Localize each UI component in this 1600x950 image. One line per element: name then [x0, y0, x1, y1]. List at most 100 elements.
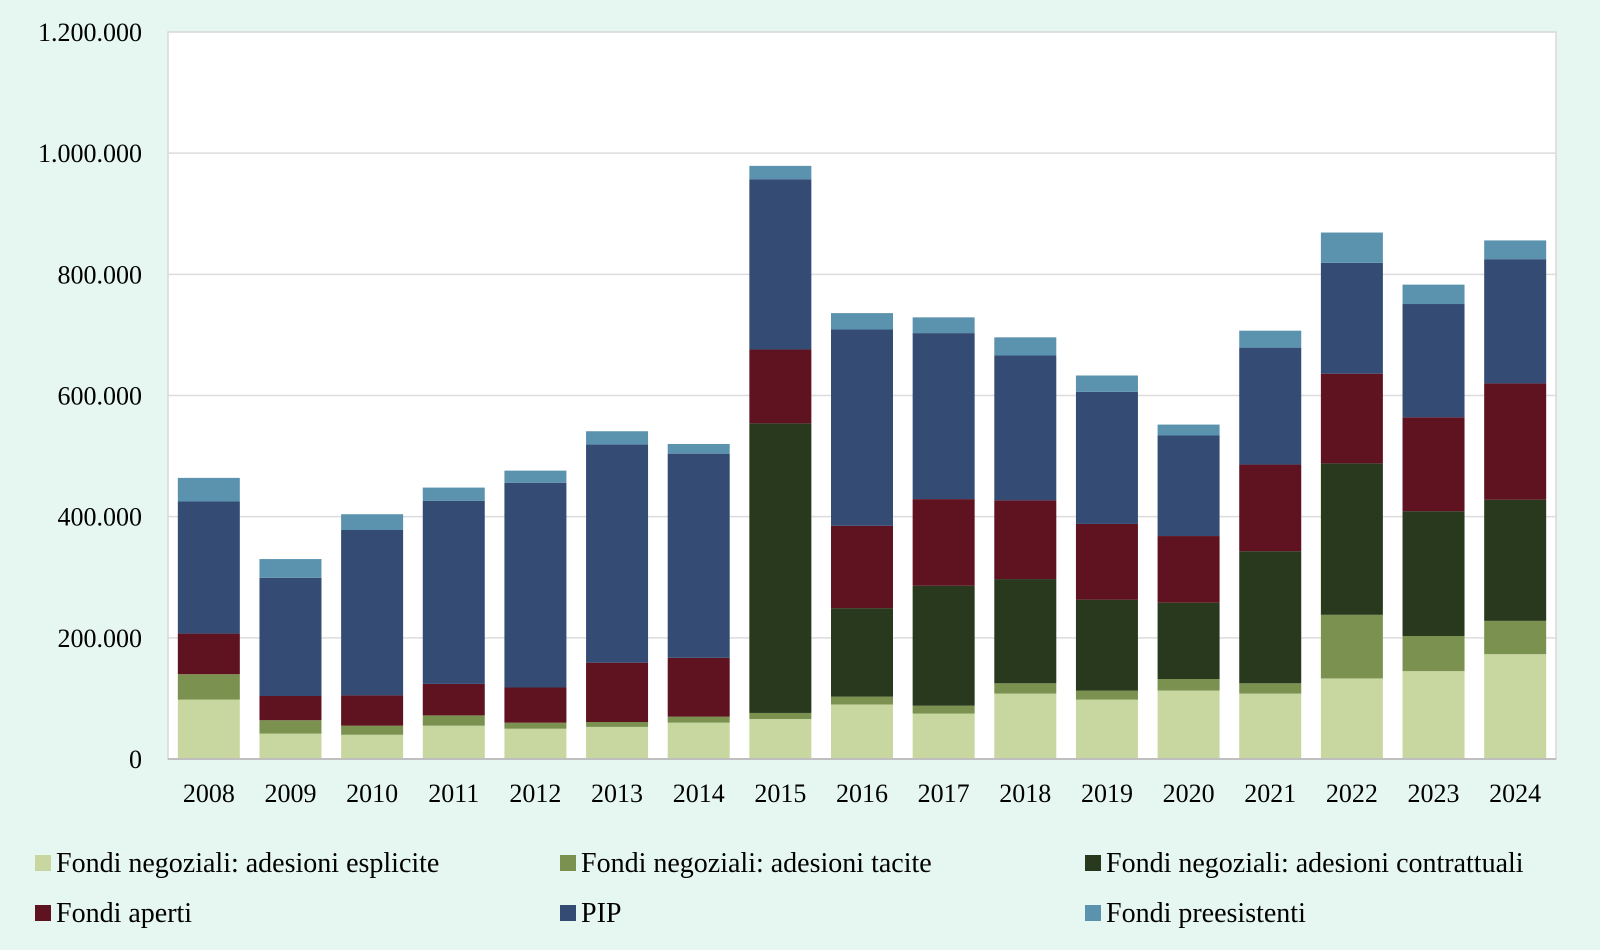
bar-segment — [1320, 614, 1383, 679]
legend-item: Fondi negoziali: adesioni tacite — [560, 848, 932, 879]
legend-label: Fondi preesistenti — [1106, 898, 1306, 929]
bar-segment — [259, 733, 322, 759]
bar-segment — [341, 514, 404, 530]
bar-segment — [831, 704, 893, 759]
x-tick-label: 2019 — [1081, 779, 1133, 808]
bar-segment — [504, 728, 567, 759]
bar-segment — [1239, 551, 1302, 684]
y-tick-label: 1.200.000 — [38, 18, 142, 47]
legend-swatch — [1085, 855, 1101, 871]
bar-segment — [586, 431, 649, 445]
bar-segment — [259, 720, 322, 734]
bar-segment — [504, 470, 567, 483]
bar-segment — [177, 633, 240, 675]
x-tick-label: 2022 — [1326, 779, 1378, 808]
bar-segment — [831, 608, 893, 697]
legend-item: Fondi aperti — [35, 898, 192, 929]
bar-segment — [749, 712, 812, 720]
y-tick-label: 600.000 — [58, 382, 143, 411]
bar-segment — [1484, 499, 1547, 621]
bar-segment — [1157, 679, 1220, 691]
bar-segment — [1157, 690, 1220, 759]
y-tick-label: 200.000 — [58, 624, 143, 653]
bar-segment — [1239, 693, 1302, 759]
legend-label: Fondi negoziali: adesioni esplicite — [56, 848, 439, 879]
bar-segment — [1320, 262, 1383, 374]
bar-segment — [422, 500, 485, 684]
bar-segment — [1075, 699, 1138, 759]
x-tick-label: 2023 — [1408, 779, 1460, 808]
bar-segment — [1320, 678, 1383, 759]
x-tick-label: 2012 — [509, 779, 561, 808]
bars — [177, 165, 1547, 759]
bar-segment — [422, 487, 485, 501]
y-tick-label: 1.000.000 — [38, 139, 142, 168]
bar-segment — [1075, 690, 1138, 700]
bar-segment — [586, 444, 649, 663]
bar-segment — [586, 662, 649, 723]
bar-segment — [1157, 602, 1220, 680]
y-tick-label: 0 — [129, 745, 142, 774]
bar-segment — [912, 705, 975, 714]
x-tick-label: 2013 — [591, 779, 643, 808]
bar-segment — [667, 453, 730, 658]
bar-segment — [1484, 620, 1547, 655]
bar-segment — [912, 499, 975, 586]
x-axis-ticks: 2008 2009 2010 2011 2012 2013 2014 2015 2016 2017… — [183, 779, 1541, 808]
bar-segment — [177, 674, 240, 700]
bar-segment — [667, 722, 730, 759]
x-tick-label: 2016 — [836, 779, 888, 808]
bar-segment — [994, 500, 1057, 580]
bar-segment — [912, 713, 975, 759]
x-tick-label: 2021 — [1244, 779, 1296, 808]
bar-segment — [831, 329, 893, 526]
bar-segment — [667, 443, 730, 454]
bar-segment — [1157, 536, 1220, 603]
legend: Fondi negoziali: adesioni esplicite Fondi… — [35, 848, 1524, 929]
bar-segment — [1484, 654, 1547, 759]
bar-segment — [1320, 373, 1383, 464]
y-axis-ticks: 0 200.000 400.000 600.000 800.000 1.000.000 1.… — [38, 18, 142, 774]
bar-segment — [259, 695, 322, 721]
bar-segment — [1157, 435, 1220, 537]
x-tick-label: 2014 — [673, 779, 725, 808]
bar-segment — [1239, 347, 1302, 465]
legend-label: Fondi negoziali: adesioni tacite — [581, 848, 932, 879]
bar-segment — [831, 525, 893, 609]
x-tick-label: 2011 — [428, 779, 479, 808]
bar-segment — [1402, 511, 1465, 637]
legend-item: PIP — [560, 898, 621, 929]
bar-segment — [1075, 599, 1138, 691]
bar-segment — [1157, 424, 1220, 436]
bar-segment — [1484, 383, 1547, 500]
x-tick-label: 2020 — [1163, 779, 1215, 808]
y-tick-label: 400.000 — [58, 503, 143, 532]
bar-segment — [177, 477, 240, 502]
bar-segment — [422, 725, 485, 759]
bar-segment — [341, 734, 404, 759]
legend-label: Fondi negoziali: adesioni contrattuali — [1106, 848, 1524, 879]
bar-segment — [586, 726, 649, 759]
x-tick-label: 2010 — [346, 779, 398, 808]
x-tick-label: 2009 — [264, 779, 316, 808]
bar-segment — [1402, 304, 1465, 418]
bar-segment — [1402, 417, 1465, 512]
bar-segment — [1075, 391, 1138, 524]
legend-label: Fondi aperti — [56, 898, 192, 929]
legend-swatch — [1085, 905, 1101, 921]
bar-segment — [831, 696, 893, 705]
bar-segment — [422, 715, 485, 726]
bar-segment — [259, 577, 322, 696]
x-tick-label: 2018 — [999, 779, 1051, 808]
x-tick-label: 2008 — [183, 779, 235, 808]
bar-segment — [1402, 284, 1465, 305]
bar-segment — [994, 579, 1057, 684]
bar-segment — [994, 337, 1057, 356]
y-tick-label: 800.000 — [58, 260, 143, 289]
bar-segment — [341, 695, 404, 726]
bar-segment — [1075, 523, 1138, 600]
bar-segment — [912, 585, 975, 706]
legend-swatch — [35, 905, 51, 921]
bar-segment — [1484, 240, 1547, 260]
